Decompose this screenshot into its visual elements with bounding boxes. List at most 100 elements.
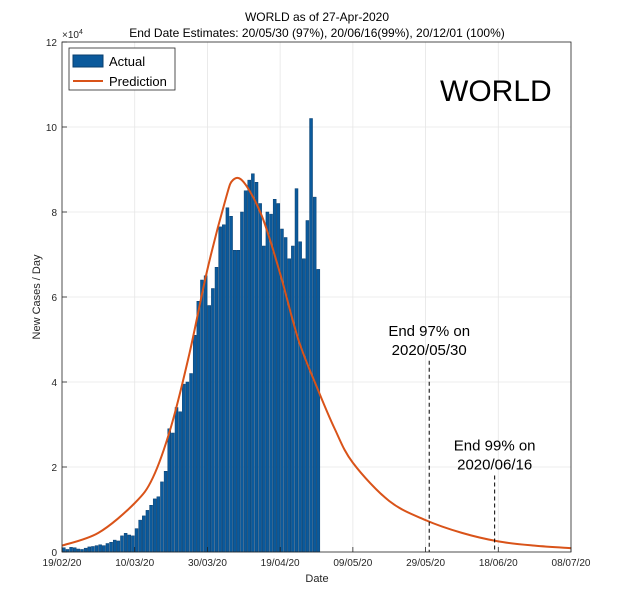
y-tick-label: 12 xyxy=(46,38,58,49)
actual-bar xyxy=(298,241,302,553)
actual-bar xyxy=(123,533,128,553)
actual-bar xyxy=(192,335,197,553)
actual-bar xyxy=(251,173,255,553)
actual-bar xyxy=(218,226,222,553)
actual-bar xyxy=(91,546,95,553)
actual-bar xyxy=(171,432,175,553)
actual-bar xyxy=(83,547,88,553)
actual-bar xyxy=(269,213,273,553)
end-estimate-label-line2: 2020/05/30 xyxy=(392,342,467,359)
actual-bar xyxy=(112,539,117,553)
actual-bar xyxy=(276,203,281,553)
x-tick-label: 30/03/20 xyxy=(188,558,227,569)
x-tick-label: 29/05/20 xyxy=(406,558,445,569)
actual-bar xyxy=(182,383,186,553)
actual-bar xyxy=(134,528,139,553)
y-tick-label: 0 xyxy=(51,548,57,559)
actual-bar xyxy=(189,373,193,553)
actual-bar xyxy=(116,540,121,553)
actual-bar xyxy=(138,519,142,553)
x-ticks: 19/02/20 10/03/20 30/03/20 19/04/20 09/05/20… xyxy=(43,547,591,569)
actual-bar xyxy=(87,546,92,553)
end-estimate-label-line1: End 99% on xyxy=(454,438,536,455)
actual-bar xyxy=(211,288,215,553)
end-estimate-label-line1: End 97% on xyxy=(388,323,470,340)
actual-bar xyxy=(236,250,241,553)
actual-bar xyxy=(69,547,73,553)
actual-bar xyxy=(265,211,270,553)
actual-bar xyxy=(309,118,313,553)
y-exponent-label: ×104 xyxy=(62,29,83,41)
actual-bar xyxy=(229,216,233,553)
actual-bar xyxy=(105,543,110,553)
actual-bar xyxy=(200,279,204,553)
y-axis-label: New Cases / Day xyxy=(31,254,43,339)
y-tick-label: 8 xyxy=(51,208,57,219)
end-estimate-label-line2: 2020/06/16 xyxy=(457,457,532,474)
legend-actual-swatch xyxy=(72,54,104,68)
legend-actual-label: Actual xyxy=(109,54,145,69)
actual-bar xyxy=(109,541,113,553)
actual-bar xyxy=(305,220,310,553)
x-tick-label: 19/04/20 xyxy=(261,558,300,569)
actual-bar xyxy=(178,411,182,553)
actual-bar xyxy=(291,245,295,553)
y-tick-label: 6 xyxy=(51,293,57,304)
actual-bar xyxy=(254,182,259,553)
x-tick-label: 09/05/20 xyxy=(333,558,372,569)
actual-bar xyxy=(214,267,219,553)
chart-subtitle: End Date Estimates: 20/05/30 (97%), 20/0… xyxy=(129,26,505,40)
actual-bar xyxy=(127,534,132,553)
region-label: WORLD xyxy=(440,75,552,108)
actual-bar xyxy=(156,496,161,553)
legend-prediction-label: Prediction xyxy=(109,74,167,89)
actual-bar xyxy=(294,188,299,553)
actual-bar xyxy=(258,203,262,553)
actual-bar xyxy=(196,301,201,553)
actual-bar xyxy=(240,211,244,553)
y-tick-label: 4 xyxy=(51,378,57,389)
actual-bar xyxy=(247,179,251,553)
end-estimates: End 97% on 2020/05/30 End 99% on 2020/06/16 xyxy=(388,323,536,552)
actual-bar xyxy=(185,381,190,553)
x-tick-label: 19/02/20 xyxy=(43,558,82,569)
actual-bar xyxy=(232,250,237,553)
actual-bar xyxy=(167,428,171,553)
actual-bar xyxy=(62,547,66,553)
y-ticks: 0 2 4 6 8 10 12 xyxy=(46,38,67,559)
actual-bar xyxy=(102,545,106,553)
actual-bar xyxy=(203,275,208,553)
actual-bar xyxy=(225,207,230,553)
actual-bar xyxy=(262,245,266,553)
actual-bar xyxy=(94,545,99,553)
x-tick-label: 08/07/20 xyxy=(552,558,591,569)
x-axis-label: Date xyxy=(305,573,328,585)
actual-bar xyxy=(120,535,124,553)
y-tick-label: 10 xyxy=(46,123,58,134)
actual-bar xyxy=(76,548,81,553)
actual-bar xyxy=(145,510,150,553)
legend: Actual Prediction xyxy=(68,47,176,91)
actual-bar xyxy=(72,547,77,553)
y-tick-label: 2 xyxy=(51,463,57,474)
actual-bar xyxy=(207,305,211,553)
actual-bar xyxy=(243,190,248,553)
actual-bar xyxy=(222,224,226,553)
actual-bar xyxy=(142,515,146,553)
actual-bar xyxy=(131,535,135,553)
chart-title: WORLD as of 27-Apr-2020 xyxy=(245,10,389,24)
x-tick-label: 10/03/20 xyxy=(115,558,154,569)
actual-bar xyxy=(160,481,164,553)
actual-bar xyxy=(302,258,306,553)
prediction-line xyxy=(61,176,572,550)
actual-bar xyxy=(283,237,288,553)
x-tick-label: 18/06/20 xyxy=(479,558,518,569)
actual-bar xyxy=(312,196,317,553)
actual-bar xyxy=(149,505,153,553)
actual-bar xyxy=(174,407,179,553)
actual-bar xyxy=(98,544,102,553)
actual-bar xyxy=(163,471,168,553)
actual-bar xyxy=(152,498,157,553)
actual-bar xyxy=(316,269,321,553)
